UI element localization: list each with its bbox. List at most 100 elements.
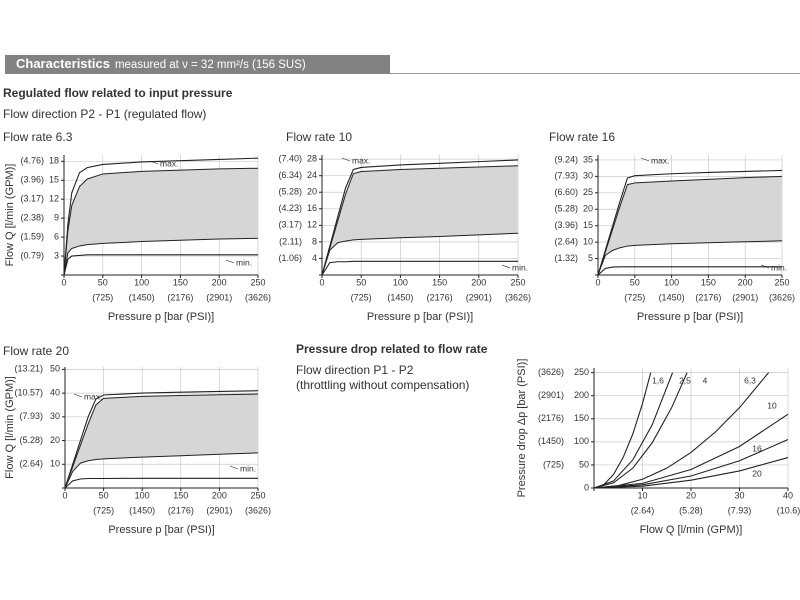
y-tick-label: 9 xyxy=(54,213,59,223)
y-tick-label: 10 xyxy=(583,236,593,246)
y2-tick-label: (2.11) xyxy=(279,236,302,246)
band-edge xyxy=(321,232,519,276)
y2-tick-label: (0.79) xyxy=(20,250,44,260)
y-axis-label: Flow Q [l/min (GPM)] xyxy=(4,376,16,479)
y-tick-label: 35 xyxy=(583,154,593,164)
y-tick-label: 25 xyxy=(583,187,593,197)
x2-tick-label: (3626) xyxy=(505,292,531,302)
x-axis-label: Flow Q [l/min (GPM)] xyxy=(640,524,743,536)
band-edge xyxy=(597,175,783,276)
annotation: max. xyxy=(651,155,669,165)
y-tick-label: 8 xyxy=(312,236,317,246)
curve-label: 6,3 xyxy=(744,375,756,385)
y2-tick-label: (7.93) xyxy=(19,411,43,421)
x2-tick-label: (725) xyxy=(351,292,372,302)
x-tick-label: 150 xyxy=(432,277,447,287)
y2-tick-label: (3.17) xyxy=(278,220,302,230)
y-tick-label: 15 xyxy=(49,175,59,185)
x-tick-label: 250 xyxy=(250,277,265,287)
y2-tick-label: (7.40) xyxy=(278,153,302,163)
y-tick-label: 20 xyxy=(307,187,317,197)
y2-tick-label: (9.24) xyxy=(554,154,578,164)
x2-tick-label: (10.6) xyxy=(777,505,800,515)
x-tick-label: 100 xyxy=(135,490,150,500)
band-area xyxy=(322,165,518,275)
x2-tick-label: (725) xyxy=(92,292,113,302)
y2-tick-label: (2176) xyxy=(538,413,564,423)
y-tick-label: 4 xyxy=(312,253,317,263)
x-tick-label: 150 xyxy=(173,277,188,287)
y2-tick-label: (1450) xyxy=(538,436,564,446)
curve xyxy=(597,266,782,276)
x2-tick-label: (3626) xyxy=(245,505,271,515)
curve xyxy=(593,413,789,489)
x2-tick-label: (725) xyxy=(93,505,114,515)
curve-label: 4 xyxy=(703,375,708,385)
x-tick-label: 200 xyxy=(212,490,227,500)
y2-tick-label: (4.23) xyxy=(278,203,302,213)
y-tick-label: 28 xyxy=(307,154,317,164)
x-axis-label: Pressure p [bar (PSI)] xyxy=(637,311,743,323)
band-area xyxy=(64,168,258,275)
y2-tick-label: (10.57) xyxy=(14,387,43,397)
y-tick-label: 20 xyxy=(583,204,593,214)
y-tick-label: 30 xyxy=(583,171,593,181)
y-axis-label: Pressure drop Δp [bar (PSI)] xyxy=(516,359,528,498)
x2-tick-label: (2176) xyxy=(427,292,453,302)
curve xyxy=(593,457,789,489)
x2-tick-label: (2176) xyxy=(695,292,721,302)
curve xyxy=(593,372,770,489)
y2-tick-label: (3.17) xyxy=(20,194,44,204)
curve xyxy=(593,439,789,489)
y-tick-label: 100 xyxy=(574,436,589,446)
x-tick-label: 10 xyxy=(637,490,647,500)
x-tick-label: 250 xyxy=(774,277,789,287)
x-axis-label: Pressure p [bar (PSI)] xyxy=(108,311,214,323)
x2-tick-label: (2901) xyxy=(732,292,758,302)
y2-tick-label: (3626) xyxy=(538,367,564,377)
x2-tick-label: (3626) xyxy=(245,292,271,302)
y-tick-label: 3 xyxy=(54,250,59,260)
annotation: min. xyxy=(236,257,252,267)
annotation: min. xyxy=(512,262,528,272)
annotation-leader xyxy=(149,160,159,165)
y-tick-label: 12 xyxy=(307,220,317,230)
x-tick-label: 50 xyxy=(630,277,640,287)
y2-tick-label: (5.28) xyxy=(278,187,302,197)
curve xyxy=(64,390,259,489)
x2-tick-label: (2176) xyxy=(168,505,194,515)
annotation-leader xyxy=(341,157,351,162)
x-tick-label: 100 xyxy=(393,277,408,287)
x-tick-label: 20 xyxy=(686,490,696,500)
y2-tick-label: (4.76) xyxy=(20,156,44,166)
curve-label: 16 xyxy=(752,443,762,453)
header-title: Characteristics xyxy=(16,56,110,71)
y-tick-label: 50 xyxy=(579,459,589,469)
header-bar xyxy=(5,55,390,74)
y-tick-label: 18 xyxy=(49,156,59,166)
y2-tick-label: (2901) xyxy=(538,390,564,400)
x-tick-label: 150 xyxy=(173,490,188,500)
x-tick-label: 200 xyxy=(471,277,486,287)
y2-tick-label: (2.64) xyxy=(19,459,43,469)
y-tick-label: 200 xyxy=(574,390,589,400)
x-tick-label: 200 xyxy=(738,277,753,287)
curve xyxy=(63,157,259,276)
x-tick-label: 30 xyxy=(734,490,744,500)
x2-tick-label: (725) xyxy=(624,292,645,302)
x2-tick-label: (1450) xyxy=(129,505,155,515)
curve-label: 20 xyxy=(752,468,762,478)
annotation-leader xyxy=(225,259,235,264)
curve-label: 10 xyxy=(767,400,777,410)
x-tick-label: 50 xyxy=(99,490,109,500)
annotation: min. xyxy=(771,262,787,272)
y2-tick-label: (1.59) xyxy=(20,231,44,241)
chart-title: Flow rate 16 xyxy=(549,130,615,144)
curve-label: 2,5 xyxy=(679,375,691,385)
y2-tick-label: (6.34) xyxy=(278,170,302,180)
y2-tick-label: (5.28) xyxy=(19,435,43,445)
x-tick-label: 0 xyxy=(319,277,324,287)
y-tick-label: 40 xyxy=(50,387,60,397)
chart-title: Flow rate 6.3 xyxy=(3,130,73,144)
